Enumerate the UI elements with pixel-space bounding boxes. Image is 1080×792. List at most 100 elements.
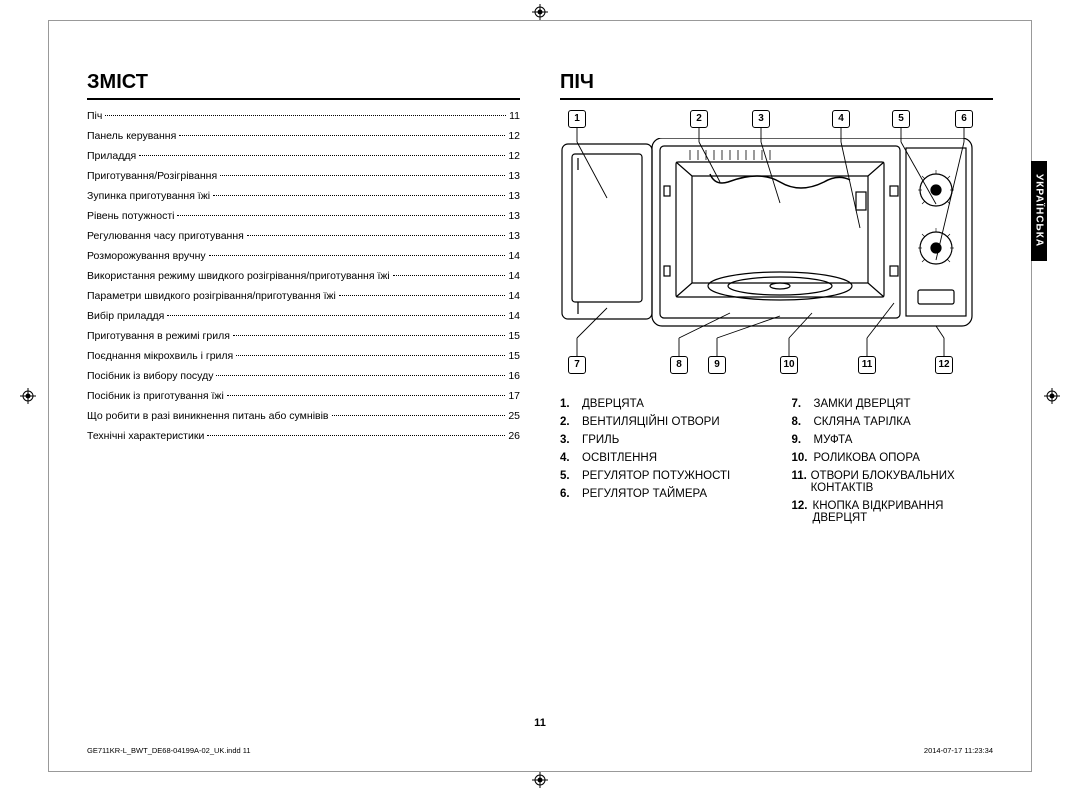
toc-label: Приготування/Розігрівання	[87, 170, 217, 182]
toc-dots	[213, 195, 505, 196]
toc-item: Рівень потужності13	[87, 210, 520, 222]
toc-item: Що робити в разі виникнення питань або с…	[87, 410, 520, 422]
toc-dots	[236, 355, 505, 356]
toc-page: 13	[508, 210, 520, 222]
microwave-diagram: 123456789101112	[560, 110, 975, 380]
part-label: ГРИЛЬ	[582, 434, 619, 446]
callout-number-2: 2	[690, 110, 708, 128]
callout-number-9: 9	[708, 356, 726, 374]
toc-page: 11	[509, 110, 520, 122]
toc-page: 14	[508, 250, 520, 262]
crop-mark-top	[532, 4, 548, 20]
toc-page: 14	[508, 270, 520, 282]
part-number: 3.	[560, 434, 582, 446]
crop-mark-bottom	[532, 772, 548, 788]
part-item: 9.МУФТА	[792, 434, 994, 446]
toc-page: 15	[508, 350, 520, 362]
part-item: 6.РЕГУЛЯТОР ТАЙМЕРА	[560, 488, 762, 500]
callout-number-12: 12	[935, 356, 953, 374]
callout-number-10: 10	[780, 356, 798, 374]
footer-timestamp: 2014-07-17 11:23:34	[924, 746, 993, 755]
part-label: ОТВОРИ БЛОКУВАЛЬНИХ КОНТАКТІВ	[811, 470, 993, 494]
callout-number-5: 5	[892, 110, 910, 128]
part-number: 12.	[792, 500, 813, 524]
crop-mark-right	[1044, 388, 1060, 404]
toc-item: Приготування/Розігрівання 13	[87, 170, 520, 182]
part-label: ОСВІТЛЕННЯ	[582, 452, 657, 464]
toc-item: Використання режиму швидкого розігріванн…	[87, 270, 520, 282]
part-number: 8.	[792, 416, 814, 428]
toc-dots	[209, 255, 506, 256]
toc-dots	[177, 215, 505, 216]
microwave-drawing	[560, 138, 975, 353]
part-label: ДВЕРЦЯТА	[582, 398, 644, 410]
part-item: 8.СКЛЯНА ТАРІЛКА	[792, 416, 994, 428]
part-item: 4.ОСВІТЛЕННЯ	[560, 452, 762, 464]
callout-number-11: 11	[858, 356, 876, 374]
toc-dots	[233, 335, 505, 336]
part-number: 5.	[560, 470, 582, 482]
toc-page: 25	[508, 410, 520, 422]
callout-number-7: 7	[568, 356, 586, 374]
toc-page: 12	[508, 130, 520, 142]
part-number: 1.	[560, 398, 582, 410]
part-item: 3.ГРИЛЬ	[560, 434, 762, 446]
part-item: 12.КНОПКА ВІДКРИВАННЯ ДВЕРЦЯТ	[792, 500, 994, 524]
oven-heading: ПІЧ	[560, 71, 993, 100]
callout-number-1: 1	[568, 110, 586, 128]
toc-item: Параметри швидкого розігрівання/приготув…	[87, 290, 520, 302]
parts-column-left: 1.ДВЕРЦЯТА 2.ВЕНТИЛЯЦІЙНІ ОТВОРИ 3.ГРИЛЬ 4.…	[560, 398, 762, 530]
toc-page: 13	[508, 170, 520, 182]
toc-item: Посібник із приготування їжі17	[87, 390, 520, 402]
language-tab: УКРАЇНСЬКА	[1031, 161, 1047, 261]
part-label: КНОПКА ВІДКРИВАННЯ ДВЕРЦЯТ	[813, 500, 993, 524]
callout-number-6: 6	[955, 110, 973, 128]
toc-item: Вибір приладдя 14	[87, 310, 520, 322]
part-item: 1.ДВЕРЦЯТА	[560, 398, 762, 410]
toc-item: Піч 11	[87, 110, 520, 122]
toc-dots	[220, 175, 505, 176]
toc-dots	[216, 375, 505, 376]
toc-dots	[139, 155, 505, 156]
toc-label: Що робити в разі виникнення питань або с…	[87, 410, 329, 422]
right-column: ПІЧ	[560, 71, 993, 751]
toc-page: 15	[508, 330, 520, 342]
toc-page: 13	[508, 190, 520, 202]
toc-item: Приладдя12	[87, 150, 520, 162]
toc-label: Приготування в режимі гриля	[87, 330, 230, 342]
toc-item: Зупинка приготування їжі13	[87, 190, 520, 202]
part-label: МУФТА	[814, 434, 853, 446]
left-column: ЗМІСТ Піч11Панель керування12Приладдя12П…	[87, 71, 520, 751]
toc-label: Вибір приладдя	[87, 310, 164, 322]
toc-label: Технічні характеристики	[87, 430, 204, 442]
part-number: 9.	[792, 434, 814, 446]
part-number: 10.	[792, 452, 814, 464]
footer-filename: GE711KR-L_BWT_DE68-04199A-02_UK.indd 11	[87, 746, 251, 755]
callout-number-4: 4	[832, 110, 850, 128]
crop-mark-left	[20, 388, 36, 404]
part-label: ВЕНТИЛЯЦІЙНІ ОТВОРИ	[582, 416, 720, 428]
part-item: 7.ЗАМКИ ДВЕРЦЯТ	[792, 398, 994, 410]
page-number: 11	[534, 717, 546, 729]
toc-label: Піч	[87, 110, 102, 122]
toc-heading: ЗМІСТ	[87, 71, 520, 100]
toc-label: Поєднання мікрохвиль і гриля	[87, 350, 233, 362]
parts-list: 1.ДВЕРЦЯТА 2.ВЕНТИЛЯЦІЙНІ ОТВОРИ 3.ГРИЛЬ 4.…	[560, 398, 993, 530]
callout-number-8: 8	[670, 356, 688, 374]
toc-label: Панель керування	[87, 130, 176, 142]
callout-number-3: 3	[752, 110, 770, 128]
toc-item: Технічні характеристики26	[87, 430, 520, 442]
toc-item: Регулювання часу приготування13	[87, 230, 520, 242]
toc-item: Посібник із вибору посуду16	[87, 370, 520, 382]
toc-dots	[247, 235, 505, 236]
part-label: СКЛЯНА ТАРІЛКА	[814, 416, 911, 428]
part-number: 7.	[792, 398, 814, 410]
toc-dots	[207, 435, 505, 436]
toc-page: 14	[508, 310, 520, 322]
part-item: 2.ВЕНТИЛЯЦІЙНІ ОТВОРИ	[560, 416, 762, 428]
toc-page: 12	[508, 150, 520, 162]
part-item: 10.РОЛИКОВА ОПОРА	[792, 452, 994, 464]
toc-label: Посібник із приготування їжі	[87, 390, 224, 402]
toc-item: Поєднання мікрохвиль і гриля 15	[87, 350, 520, 362]
toc-label: Параметри швидкого розігрівання/приготув…	[87, 290, 336, 302]
